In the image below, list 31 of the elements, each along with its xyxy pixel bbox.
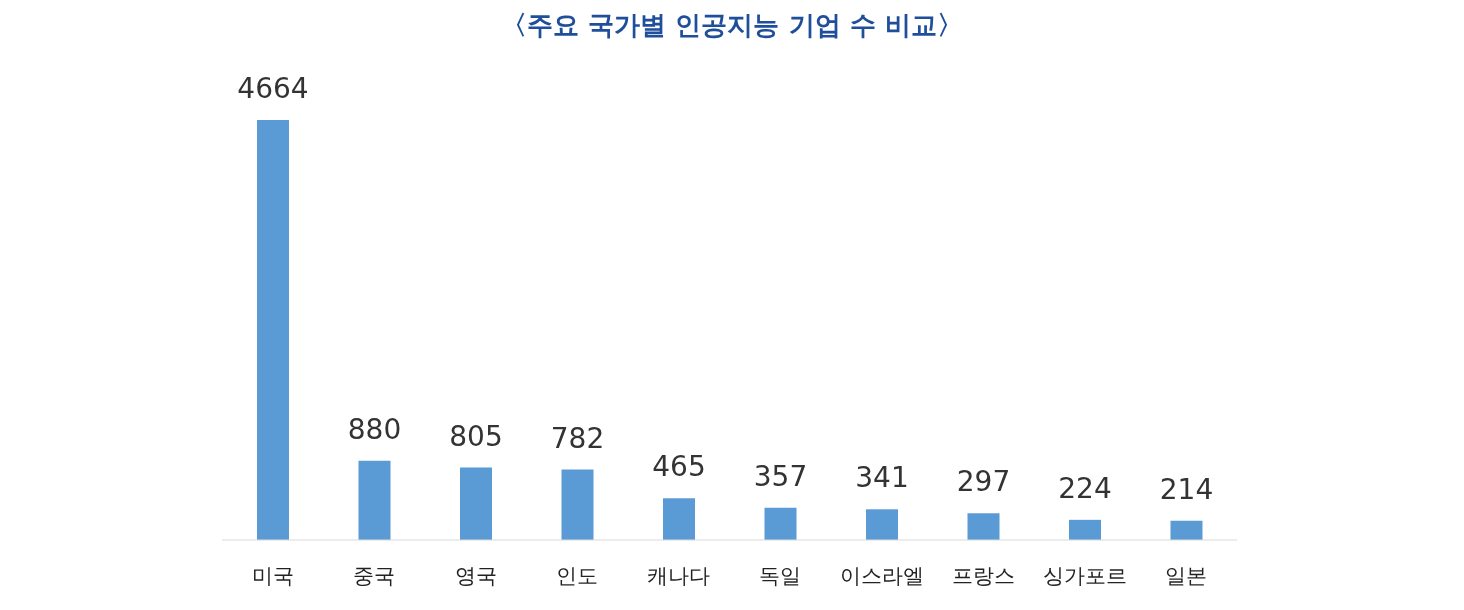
bar: [1170, 520, 1203, 540]
data-label: 880: [347, 412, 402, 446]
x-tick-label: 영국: [454, 563, 497, 588]
bar: [561, 469, 594, 540]
bar: [866, 509, 898, 540]
x-tick-label: 캐나다: [647, 563, 711, 588]
bar: [257, 120, 289, 540]
data-label: 224: [1058, 471, 1112, 505]
x-tick-label: 중국: [353, 563, 396, 588]
data-label: 214: [1159, 472, 1214, 506]
bar: [358, 460, 391, 540]
chart-title: 〈주요 국가별 인공지능 기업 수 비교〉: [500, 9, 964, 42]
x-tick-label: 독일: [759, 563, 802, 588]
x-tick-label: 싱가포르: [1042, 563, 1127, 588]
data-label: 4664: [237, 72, 309, 105]
data-label: 341: [855, 461, 909, 495]
bar: [1069, 519, 1101, 540]
data-label: 297: [956, 465, 1011, 499]
x-tick-label: 프랑스: [951, 563, 1015, 588]
data-label: 357: [753, 459, 808, 493]
bar: [460, 467, 492, 540]
x-tick-label: 일본: [1165, 563, 1208, 588]
data-label: 805: [449, 419, 503, 453]
bar: [764, 507, 797, 540]
x-tick-label: 인도: [556, 563, 599, 588]
bar: [967, 513, 1000, 540]
x-tick-label: 미국: [251, 563, 294, 588]
data-label: 465: [652, 450, 706, 484]
data-label: 782: [550, 421, 605, 455]
bar: [663, 498, 695, 540]
x-tick-label: 이스라엘: [839, 563, 924, 588]
